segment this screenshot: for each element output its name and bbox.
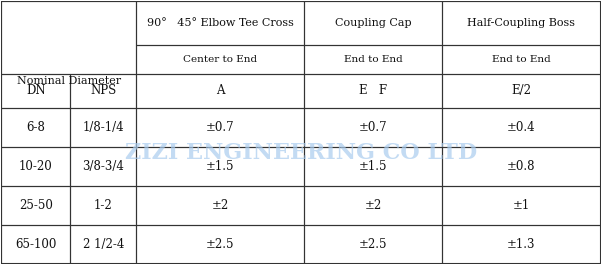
Bar xyxy=(136,45,304,74)
Text: ±1: ±1 xyxy=(512,199,530,212)
Text: 25-50: 25-50 xyxy=(19,199,53,212)
Bar xyxy=(304,45,442,74)
Text: E   F: E F xyxy=(359,84,387,97)
Text: ±2.5: ±2.5 xyxy=(359,238,387,251)
Bar xyxy=(304,225,442,264)
Bar xyxy=(304,74,442,108)
Text: ±1.5: ±1.5 xyxy=(206,160,234,173)
Bar xyxy=(136,108,304,147)
Bar xyxy=(70,147,136,186)
Text: Center to End: Center to End xyxy=(183,55,257,64)
Text: Coupling Cap: Coupling Cap xyxy=(335,18,411,28)
Bar xyxy=(136,225,304,264)
Bar xyxy=(1,147,70,186)
Bar xyxy=(70,186,136,225)
Text: NPS: NPS xyxy=(90,84,116,97)
Bar xyxy=(442,1,601,45)
Bar xyxy=(136,186,304,225)
Text: 1-2: 1-2 xyxy=(94,199,113,212)
Text: ±2: ±2 xyxy=(211,199,229,212)
Text: End to End: End to End xyxy=(492,55,551,64)
Bar xyxy=(136,147,304,186)
Text: 1/8-1/4: 1/8-1/4 xyxy=(82,121,124,134)
Text: 65-100: 65-100 xyxy=(15,238,57,251)
Text: 90°   45° Elbow Tee Cross: 90° 45° Elbow Tee Cross xyxy=(147,18,294,28)
Bar xyxy=(1,186,70,225)
Bar xyxy=(70,108,136,147)
Text: ±0.4: ±0.4 xyxy=(507,121,536,134)
Text: Nominal Diameter: Nominal Diameter xyxy=(17,76,121,86)
Bar xyxy=(304,108,442,147)
Text: ±1.5: ±1.5 xyxy=(359,160,387,173)
Bar xyxy=(304,1,442,45)
Text: 6-8: 6-8 xyxy=(26,121,45,134)
Text: A: A xyxy=(216,84,225,97)
Text: DN: DN xyxy=(26,84,46,97)
Text: ±2: ±2 xyxy=(364,199,382,212)
Bar xyxy=(442,74,601,108)
Text: 2 1/2-4: 2 1/2-4 xyxy=(82,238,124,251)
Bar xyxy=(136,74,304,108)
Text: End to End: End to End xyxy=(344,55,402,64)
Bar xyxy=(1,74,70,108)
Bar xyxy=(442,147,601,186)
Text: ±0.7: ±0.7 xyxy=(359,121,387,134)
Bar xyxy=(1,1,136,74)
Bar xyxy=(442,225,601,264)
Bar xyxy=(304,147,442,186)
Text: ZIZI ENGINEERING CO LTD: ZIZI ENGINEERING CO LTD xyxy=(125,143,477,165)
Bar xyxy=(442,186,601,225)
Bar xyxy=(1,225,70,264)
Bar xyxy=(136,1,304,45)
Text: Half-Coupling Boss: Half-Coupling Boss xyxy=(467,18,576,28)
Bar xyxy=(1,108,70,147)
Bar xyxy=(70,225,136,264)
Bar xyxy=(304,186,442,225)
Bar xyxy=(442,108,601,147)
Text: 3/8-3/4: 3/8-3/4 xyxy=(82,160,124,173)
Text: ±0.8: ±0.8 xyxy=(507,160,535,173)
Text: ±0.7: ±0.7 xyxy=(206,121,234,134)
Bar xyxy=(70,74,136,108)
Text: 10-20: 10-20 xyxy=(19,160,53,173)
Bar xyxy=(442,45,601,74)
Text: ±1.3: ±1.3 xyxy=(507,238,535,251)
Text: E/2: E/2 xyxy=(511,84,531,97)
Text: ±2.5: ±2.5 xyxy=(206,238,234,251)
